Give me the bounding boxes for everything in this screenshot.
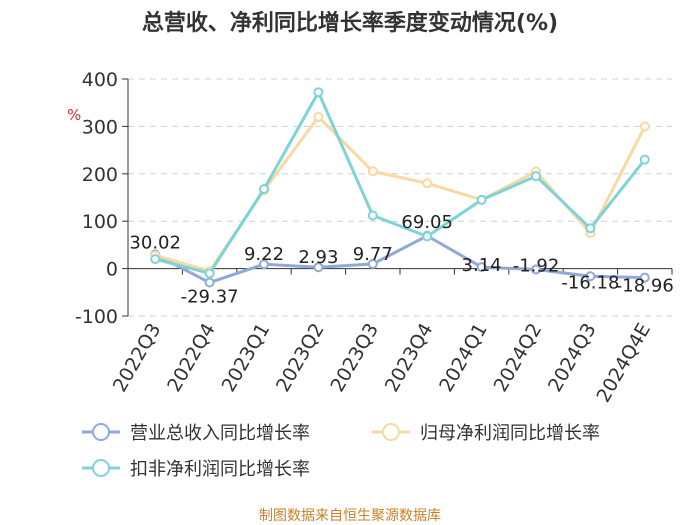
data-label: -16.18 bbox=[561, 272, 619, 293]
data-point bbox=[313, 87, 324, 98]
legend-label: 营业总收入同比增长率 bbox=[130, 423, 310, 444]
data-point bbox=[313, 262, 324, 273]
legend-item[interactable]: 营业总收入同比增长率 bbox=[82, 423, 310, 444]
y-tick-label: 300 bbox=[82, 116, 118, 138]
data-point bbox=[476, 262, 487, 273]
data-label: 3.14 bbox=[462, 255, 502, 276]
x-tick-label: 2023Q2 bbox=[272, 320, 329, 396]
data-point bbox=[150, 254, 161, 265]
series-lines bbox=[150, 87, 650, 288]
data-label: -18.96 bbox=[616, 276, 674, 297]
legend-swatch-marker bbox=[92, 423, 110, 441]
series-line bbox=[154, 234, 645, 285]
data-label: 9.77 bbox=[353, 244, 393, 265]
data-point bbox=[531, 264, 541, 275]
legend-item[interactable]: 扣非净利润同比增长率 bbox=[82, 459, 310, 480]
data-point bbox=[639, 121, 650, 132]
data-label: 69.05 bbox=[401, 212, 453, 233]
data-point bbox=[259, 183, 269, 194]
x-tick-label: 2023Q1 bbox=[218, 320, 275, 396]
series-line bbox=[154, 115, 647, 273]
data-point bbox=[639, 154, 650, 165]
data-point bbox=[367, 258, 378, 269]
source-note: 制图数据来自恒生聚源数据库 bbox=[259, 508, 441, 524]
x-tick-label: 2024Q2 bbox=[490, 320, 547, 396]
x-tick-label: 2024Q4E bbox=[592, 320, 655, 407]
data-labels: 30.02 -29.37 9.22 2.93 9.77 69.05 3.14 -1.92-16… bbox=[129, 212, 673, 308]
data-label: 30.02 bbox=[129, 232, 181, 253]
x-tick-label: 2023Q4 bbox=[381, 320, 438, 396]
data-point bbox=[585, 271, 596, 282]
data-label: -1.92 bbox=[513, 256, 560, 277]
y-axis: -100 0 100 200 300 400 bbox=[75, 69, 129, 328]
y-tick-label: 0 bbox=[106, 259, 118, 281]
data-point bbox=[367, 210, 378, 221]
data-point bbox=[422, 231, 433, 242]
y-tick-label: -100 bbox=[75, 306, 118, 328]
data-point bbox=[531, 171, 541, 182]
unit-label: % bbox=[67, 106, 81, 124]
y-tick-label: 200 bbox=[82, 164, 118, 186]
data-point bbox=[639, 272, 650, 283]
legend-label: 归母净利润同比增长率 bbox=[420, 423, 600, 444]
data-point bbox=[204, 277, 215, 288]
x-tick-label: 2024Q1 bbox=[435, 319, 492, 395]
data-point bbox=[367, 166, 378, 177]
chart-title: 总营收、净利同比增长率季度变动情况(%) bbox=[142, 10, 558, 36]
legend-item[interactable]: 归母净利润同比增长率 bbox=[372, 423, 600, 444]
x-tick-label: 2022Q4 bbox=[163, 320, 220, 396]
data-point bbox=[204, 268, 215, 279]
data-point bbox=[422, 178, 433, 189]
data-label: -29.37 bbox=[181, 287, 239, 308]
legend-swatch-marker bbox=[382, 423, 400, 441]
series-line bbox=[154, 90, 646, 275]
x-tick-label: 2022Q3 bbox=[109, 320, 166, 396]
data-point bbox=[585, 223, 596, 234]
y-tick-label: 100 bbox=[82, 211, 118, 233]
legend-label: 扣非净利润同比增长率 bbox=[130, 459, 310, 480]
x-tick-label: 2024Q3 bbox=[544, 320, 601, 396]
data-point bbox=[476, 194, 487, 205]
x-tick-label: 2023Q3 bbox=[326, 320, 383, 396]
y-tick-label: 400 bbox=[82, 69, 118, 91]
data-point bbox=[259, 259, 269, 270]
data-label: 2.93 bbox=[298, 247, 338, 268]
legend-swatch-marker bbox=[92, 459, 110, 477]
data-label: 9.22 bbox=[244, 244, 284, 265]
data-point bbox=[313, 111, 324, 122]
